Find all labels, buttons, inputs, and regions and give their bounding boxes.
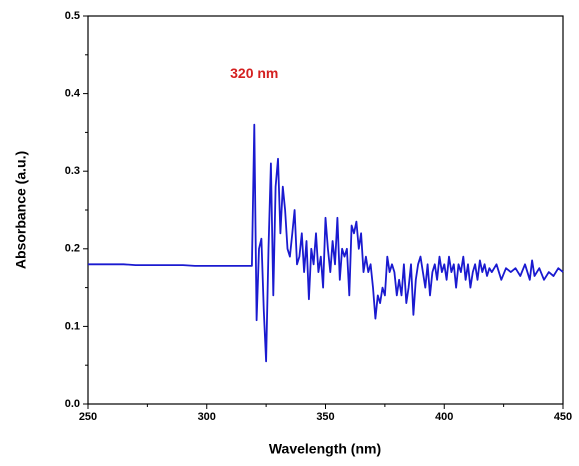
x-tick-label: 400 [435, 411, 453, 423]
x-tick-label: 300 [198, 411, 216, 423]
x-tick-label: 350 [316, 411, 334, 423]
y-tick-label: 0.1 [65, 320, 80, 332]
y-tick-label: 0.4 [65, 88, 81, 100]
y-tick-label: 0.3 [65, 165, 80, 177]
annotation: 320 nm [230, 65, 278, 81]
x-axis-title: Wavelength (nm) [269, 441, 381, 457]
x-tick-label: 250 [79, 411, 97, 423]
plot-frame [87, 15, 564, 405]
y-tick-label: 0.0 [65, 398, 80, 410]
y-tick-label: 0.2 [65, 243, 80, 255]
data-line [88, 123, 564, 363]
y-axis-title: Absorbance (a.u.) [13, 151, 29, 269]
y-tick-label: 0.5 [65, 10, 80, 22]
x-tick-label: 450 [554, 411, 572, 423]
